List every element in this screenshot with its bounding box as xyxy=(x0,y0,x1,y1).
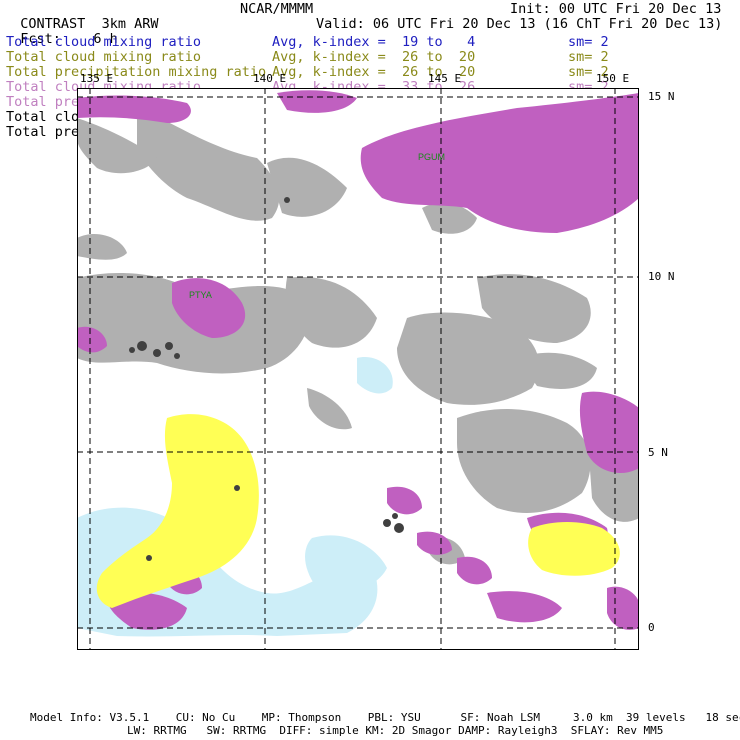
forecast-hour: Fcst: 6 h xyxy=(4,17,118,47)
legend-sm-1: sm= 2 xyxy=(568,49,609,65)
lon-label-145e: 145 E xyxy=(428,72,462,85)
lon-label-135e: 135 E xyxy=(80,72,114,85)
legend-sm-0: sm= 2 xyxy=(568,34,609,50)
station-ptya: PTYA xyxy=(189,290,212,300)
weather-map: PGUM PTYA xyxy=(77,88,639,650)
init-time: Init: 00 UTC Fri 20 Dec 13 xyxy=(510,1,722,17)
lat-label-10n: 10 N xyxy=(648,270,675,283)
lat-label-0: 0 xyxy=(648,621,655,634)
lat-label-5n: 5 N xyxy=(648,446,668,459)
station-markers: PGUM PTYA xyxy=(189,152,445,300)
map-frame xyxy=(77,88,639,650)
legend-avg-0: Avg, k-index = 19 to 4 xyxy=(272,34,476,50)
legend-avg-1: Avg, k-index = 26 to 20 xyxy=(272,49,476,65)
lat-lon-grid xyxy=(77,88,639,650)
field-overlays xyxy=(77,90,639,637)
lon-label-150e: 150 E xyxy=(596,72,630,85)
org-label: NCAR/MMMM xyxy=(240,1,314,17)
legend-field-2: Total precipitation mixing ratio xyxy=(6,64,267,80)
legend-field-0: Total cloud mixing ratio xyxy=(6,34,202,50)
legend-field-1: Total cloud mixing ratio xyxy=(6,49,202,65)
valid-time: Valid: 06 UTC Fri 20 Dec 13 (16 ChT Fri … xyxy=(316,16,723,32)
model-info-line1: Model Info: V3.5.1 CU: No Cu MP: Thompso… xyxy=(30,711,740,724)
legend-sm-2: sm= 2 xyxy=(568,64,609,80)
model-info-line2: LW: RRTMG SW: RRTMG DIFF: simple KM: 2D … xyxy=(127,724,664,737)
fcst-value: 6 h xyxy=(93,31,118,47)
product-title: CONTRAST 3km ARW xyxy=(4,2,158,32)
lat-label-15n: 15 N xyxy=(648,90,675,103)
model-name: 3km ARW xyxy=(101,16,159,32)
fcst-label: Fcst: xyxy=(20,31,61,47)
station-pgum: PGUM xyxy=(418,152,445,162)
magenta-cloud-fill xyxy=(77,90,639,630)
legend-avg-2: Avg, k-index = 26 to 20 xyxy=(272,64,476,80)
dark-cloud-cells xyxy=(129,197,404,561)
yellow-precip-fill xyxy=(96,414,620,608)
lon-label-140e: 140 E xyxy=(253,72,287,85)
product-name: CONTRAST xyxy=(20,16,86,32)
